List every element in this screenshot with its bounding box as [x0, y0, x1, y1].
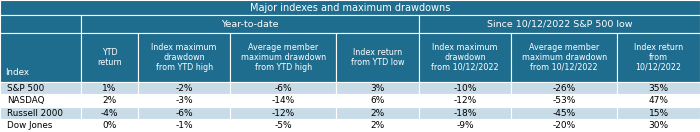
- Bar: [138, 94, 230, 107]
- Text: -9%: -9%: [456, 121, 474, 130]
- Bar: [419, 119, 511, 132]
- Text: 2%: 2%: [102, 96, 117, 105]
- Bar: [138, 119, 230, 132]
- Bar: [81, 119, 138, 132]
- Text: 35%: 35%: [648, 84, 668, 93]
- Text: 15%: 15%: [648, 109, 668, 118]
- Bar: [230, 107, 336, 119]
- Text: 0%: 0%: [102, 121, 117, 130]
- Bar: [138, 107, 230, 119]
- Bar: [230, 119, 336, 132]
- Bar: [81, 82, 138, 94]
- Text: Major indexes and maximum drawdowns: Major indexes and maximum drawdowns: [250, 3, 450, 13]
- Bar: [138, 33, 230, 82]
- Text: -12%: -12%: [454, 96, 477, 105]
- Text: 1%: 1%: [102, 84, 117, 93]
- Bar: [419, 107, 511, 119]
- Text: -20%: -20%: [552, 121, 576, 130]
- Bar: [81, 94, 138, 107]
- Text: Since 10/12/2022 S&P 500 low: Since 10/12/2022 S&P 500 low: [486, 20, 632, 29]
- Text: Index maximum
drawdown
from YTD high: Index maximum drawdown from YTD high: [151, 43, 217, 72]
- Bar: [81, 15, 419, 33]
- Text: Index: Index: [6, 68, 29, 77]
- Text: -45%: -45%: [552, 109, 576, 118]
- Bar: [0, 107, 81, 119]
- Bar: [511, 82, 617, 94]
- Bar: [230, 82, 336, 94]
- Bar: [511, 94, 617, 107]
- Text: Russell 2000: Russell 2000: [7, 109, 63, 118]
- Text: -18%: -18%: [454, 109, 477, 118]
- Bar: [81, 33, 138, 82]
- Text: 2%: 2%: [370, 121, 385, 130]
- Text: 30%: 30%: [648, 121, 668, 130]
- Bar: [336, 94, 419, 107]
- Bar: [419, 33, 511, 82]
- Bar: [0, 82, 81, 94]
- Text: -5%: -5%: [274, 121, 292, 130]
- Bar: [336, 119, 419, 132]
- Bar: [617, 119, 700, 132]
- Text: 2%: 2%: [370, 109, 385, 118]
- Bar: [511, 107, 617, 119]
- Bar: [336, 33, 419, 82]
- Text: -4%: -4%: [101, 109, 118, 118]
- Text: -26%: -26%: [552, 84, 576, 93]
- Bar: [511, 33, 617, 82]
- Text: Dow Jones: Dow Jones: [7, 121, 52, 130]
- Text: -14%: -14%: [272, 96, 295, 105]
- Text: -12%: -12%: [272, 109, 295, 118]
- Bar: [511, 119, 617, 132]
- Bar: [81, 107, 138, 119]
- Bar: [0, 94, 81, 107]
- Bar: [617, 94, 700, 107]
- Text: S&P 500: S&P 500: [7, 84, 44, 93]
- Bar: [0, 0, 700, 15]
- Bar: [138, 82, 230, 94]
- Bar: [336, 82, 419, 94]
- Bar: [617, 82, 700, 94]
- Text: 3%: 3%: [370, 84, 385, 93]
- Text: -10%: -10%: [454, 84, 477, 93]
- Text: Index return
from YTD low: Index return from YTD low: [351, 48, 405, 67]
- Text: -3%: -3%: [176, 96, 193, 105]
- Text: Average member
maximum drawdown
from 10/12/2022: Average member maximum drawdown from 10/…: [522, 43, 607, 72]
- Bar: [0, 119, 81, 132]
- Text: Year-to-date: Year-to-date: [221, 20, 279, 29]
- Bar: [230, 94, 336, 107]
- Text: -1%: -1%: [176, 121, 193, 130]
- Bar: [336, 107, 419, 119]
- Text: -2%: -2%: [176, 84, 193, 93]
- Text: Average member
maximum drawdown
from YTD high: Average member maximum drawdown from YTD…: [241, 43, 326, 72]
- Text: -6%: -6%: [176, 109, 193, 118]
- Text: Index return
from
10/12/2022: Index return from 10/12/2022: [634, 43, 683, 72]
- Bar: [0, 15, 81, 33]
- Text: -53%: -53%: [552, 96, 576, 105]
- Bar: [419, 82, 511, 94]
- Bar: [230, 33, 336, 82]
- Text: Index maximum
drawdown
from 10/12/2022: Index maximum drawdown from 10/12/2022: [431, 43, 499, 72]
- Bar: [617, 33, 700, 82]
- Bar: [419, 94, 511, 107]
- Text: NASDAQ: NASDAQ: [7, 96, 45, 105]
- Bar: [0, 33, 81, 82]
- Text: -6%: -6%: [274, 84, 292, 93]
- Text: 6%: 6%: [370, 96, 385, 105]
- Bar: [419, 15, 700, 33]
- Text: 47%: 47%: [649, 96, 668, 105]
- Text: YTD
return: YTD return: [97, 48, 122, 67]
- Bar: [617, 107, 700, 119]
